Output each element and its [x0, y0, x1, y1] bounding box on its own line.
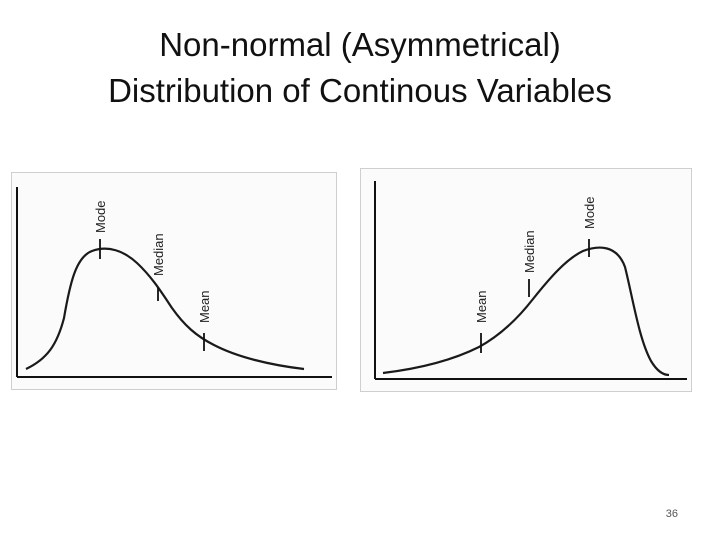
- distribution-curve: [382, 246, 670, 377]
- mean-label: Mean: [197, 290, 212, 323]
- positive-skew-diagram: Mode Median Mean: [11, 172, 337, 390]
- median-label: Median: [522, 230, 537, 273]
- slide-title-line-1: Non-normal (Asymmetrical): [159, 26, 561, 63]
- positive-skew-svg: Mode Median Mean: [16, 187, 332, 378]
- mode-label: Mode: [582, 196, 597, 229]
- mode-label: Mode: [93, 200, 108, 233]
- mean-label: Mean: [474, 290, 489, 323]
- negative-skew-diagram: Mode Median Mean: [360, 168, 692, 392]
- distribution-curve: [25, 247, 305, 371]
- page-number: 36: [665, 508, 678, 520]
- median-label: Median: [151, 233, 166, 276]
- slide-title: Non-normal (Asymmetrical) Distribution o…: [0, 22, 720, 114]
- negative-skew-svg: Mode Median Mean: [374, 181, 687, 380]
- slide-title-line-2: Distribution of Continous Variables: [108, 72, 612, 109]
